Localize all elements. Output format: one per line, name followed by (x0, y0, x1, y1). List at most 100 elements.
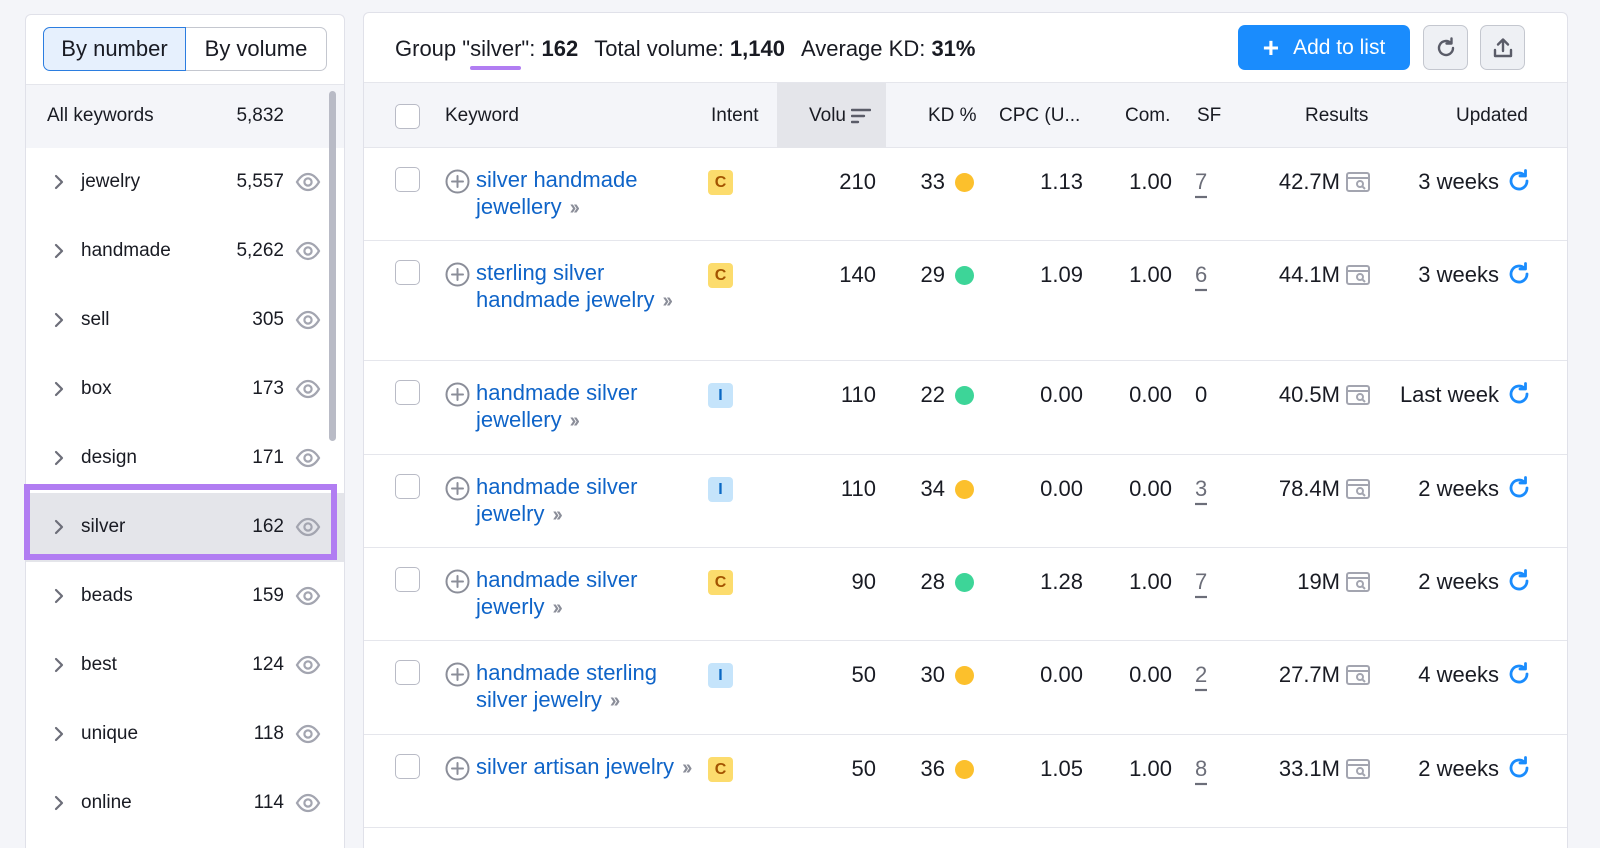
header-com[interactable]: Com. (1125, 105, 1171, 126)
refresh-icon[interactable] (1506, 381, 1532, 407)
serp-preview-icon[interactable] (1346, 385, 1370, 405)
row-checkbox[interactable] (395, 474, 420, 499)
keyword-text[interactable]: handmade silver jewerly (476, 567, 638, 619)
header-results[interactable]: Results (1305, 105, 1369, 126)
sidebar-item-online[interactable]: online 114 (26, 769, 344, 838)
keyword-text[interactable]: silver artisan jewelry (476, 754, 675, 779)
refresh-icon[interactable] (1506, 168, 1532, 194)
add-circle-icon[interactable] (445, 569, 470, 594)
sidebar-item-box[interactable]: box 173 (26, 355, 344, 424)
sidebar-item-beads[interactable]: beads 159 (26, 562, 344, 631)
row-checkbox[interactable] (395, 380, 420, 405)
double-chevron-icon[interactable]: ›› (569, 197, 580, 219)
by-number-button[interactable]: By number (43, 27, 186, 71)
keyword-text[interactable]: silver handmade jewellery (476, 167, 638, 219)
header-intent[interactable]: Intent (711, 105, 759, 126)
sort-desc-icon[interactable] (851, 107, 871, 125)
eye-icon[interactable] (295, 654, 321, 676)
serp-preview-icon[interactable] (1346, 172, 1370, 192)
serp-preview-icon[interactable] (1346, 479, 1370, 499)
eye-icon[interactable] (295, 378, 321, 400)
sf-value[interactable]: 2 (1195, 662, 1208, 687)
double-chevron-icon[interactable]: ›› (662, 290, 673, 312)
add-circle-icon[interactable] (445, 382, 470, 407)
refresh-button[interactable] (1423, 25, 1468, 70)
header-keyword[interactable]: Keyword (445, 105, 519, 126)
select-all-checkbox[interactable] (395, 104, 420, 129)
table-row: handmade silver jewerly ›› C 90 28 1.28 1.00 7 1… (364, 548, 1567, 641)
eye-icon[interactable] (295, 585, 321, 607)
sidebar-item-unique[interactable]: unique 118 (26, 700, 344, 769)
sidebar-item-jewelry[interactable]: jewelry 5,557 (26, 148, 344, 217)
kd-indicator (955, 573, 974, 592)
eye-icon[interactable] (295, 171, 321, 193)
keyword-link[interactable]: handmade silver jewelry ›› (476, 473, 691, 529)
add-circle-icon[interactable] (445, 662, 470, 687)
eye-icon[interactable] (295, 240, 321, 262)
row-checkbox[interactable] (395, 167, 420, 192)
by-volume-button[interactable]: By volume (186, 27, 327, 71)
add-circle-icon[interactable] (445, 169, 470, 194)
volume-value: 90 (851, 569, 876, 594)
sidebar-item-handmade[interactable]: handmade 5,262 (26, 217, 344, 286)
header-cpc[interactable]: CPC (U... (999, 105, 1081, 126)
double-chevron-icon[interactable]: ›› (609, 690, 620, 712)
header-updated[interactable]: Updated (1456, 105, 1528, 126)
add-circle-icon[interactable] (445, 262, 470, 287)
sidebar-item-label: silver (81, 516, 126, 537)
keyword-text[interactable]: handmade sterling silver jewelry (476, 660, 658, 712)
serp-preview-icon[interactable] (1346, 265, 1370, 285)
sf-value[interactable]: 7 (1195, 169, 1208, 194)
eye-icon[interactable] (295, 792, 321, 814)
header-sf[interactable]: SF (1197, 105, 1222, 126)
sf-value[interactable]: 8 (1195, 756, 1208, 781)
sidebar-item-best[interactable]: best 124 (26, 631, 344, 700)
keyword-link[interactable]: handmade silver jewellery ›› (476, 379, 691, 435)
group-count: 162 (541, 36, 579, 61)
eye-icon[interactable] (295, 447, 321, 469)
row-checkbox[interactable] (395, 567, 420, 592)
refresh-icon[interactable] (1506, 661, 1532, 687)
refresh-icon[interactable] (1506, 568, 1532, 594)
sf-value[interactable]: 7 (1195, 569, 1208, 594)
header-kd[interactable]: KD % (928, 105, 977, 126)
row-checkbox[interactable] (395, 754, 420, 779)
row-checkbox[interactable] (395, 260, 420, 285)
header-volume[interactable]: Volu (809, 105, 846, 126)
average-kd-label: Average KD: (800, 36, 932, 61)
export-button[interactable] (1480, 25, 1525, 70)
double-chevron-icon[interactable]: ›› (552, 504, 562, 526)
add-to-list-button[interactable]: + Add to list (1238, 25, 1410, 70)
keyword-link[interactable]: silver handmade jewellery ›› (476, 166, 691, 222)
double-chevron-icon[interactable]: ›› (552, 597, 562, 619)
refresh-icon[interactable] (1506, 261, 1532, 287)
keyword-text[interactable]: handmade silver jewelry (476, 474, 638, 526)
keyword-link[interactable]: handmade sterling silver jewelry ›› (476, 659, 691, 715)
eye-icon[interactable] (295, 516, 321, 538)
keyword-link[interactable]: sterling silver handmade jewelry ›› (476, 259, 691, 315)
double-chevron-icon[interactable]: ›› (569, 410, 580, 432)
sidebar-item-sell[interactable]: sell 305 (26, 286, 344, 355)
sf-value[interactable]: 6 (1195, 262, 1208, 287)
double-chevron-icon[interactable]: ›› (682, 757, 692, 779)
all-keywords-row[interactable]: All keywords 5,832 (26, 84, 344, 148)
add-circle-icon[interactable] (445, 476, 470, 501)
refresh-icon[interactable] (1506, 755, 1532, 781)
row-checkbox[interactable] (395, 660, 420, 685)
keyword-text[interactable]: handmade silver jewellery (476, 380, 638, 432)
sidebar-item-silver[interactable]: silver 162 (26, 493, 344, 562)
sf-value: 0 (1195, 382, 1208, 407)
sf-value[interactable]: 3 (1195, 476, 1208, 501)
keyword-link[interactable]: silver artisan jewelry ›› (476, 753, 693, 782)
sidebar-item-design[interactable]: design 171 (26, 424, 344, 493)
serp-preview-icon[interactable] (1346, 572, 1370, 592)
keyword-text[interactable]: sterling silver handmade jewelry (476, 260, 655, 312)
eye-icon[interactable] (295, 309, 321, 331)
refresh-icon[interactable] (1506, 475, 1532, 501)
keyword-link[interactable]: handmade silver jewerly ›› (476, 566, 691, 622)
serp-preview-icon[interactable] (1346, 759, 1370, 779)
add-circle-icon[interactable] (445, 756, 470, 781)
eye-icon[interactable] (295, 723, 321, 745)
serp-preview-icon[interactable] (1346, 665, 1370, 685)
sidebar-scrollbar[interactable] (329, 91, 336, 441)
